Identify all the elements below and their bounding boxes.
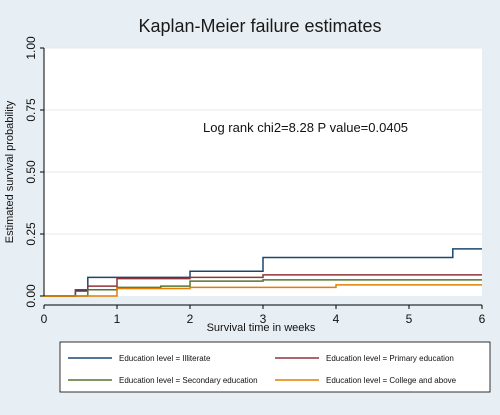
y-tick-label: 1.00	[24, 36, 38, 60]
y-tick-label: 0.50	[24, 160, 38, 184]
legend-entry: Education level = Illiterate	[119, 354, 211, 363]
legend-box	[59, 341, 491, 393]
series-line-2	[44, 279, 482, 297]
x-tick-label: 4	[333, 312, 340, 326]
x-tick-label: 5	[406, 312, 413, 326]
y-axis-label: Estimated survival probability	[4, 100, 16, 243]
series-line-1	[44, 274, 482, 297]
y-gridlines	[44, 47, 482, 235]
x-tick-label: 6	[479, 312, 486, 326]
y-tick-label: 0.00	[24, 284, 38, 308]
x-tick-label: 1	[114, 312, 121, 326]
y-tick-label: 0.75	[24, 98, 38, 122]
legend: Education level = Illiterate Education le…	[68, 354, 457, 385]
x-axis-label: Survival time in weeks	[207, 322, 316, 334]
legend-entry: Education level = Secondary education	[119, 376, 258, 385]
log-rank-annotation: Log rank chi2=8.28 P value=0.0405	[203, 120, 408, 135]
series-lines	[44, 248, 482, 297]
series-line-3	[44, 284, 482, 297]
legend-entry: Education level = Primary education	[326, 354, 454, 363]
x-axis-ticks: 0 1 2 3 4 5 6	[41, 305, 486, 326]
x-tick-label: 0	[41, 312, 48, 326]
legend-entry: Education level = College and above	[326, 376, 457, 385]
y-axis-ticks: 0.00 0.25 0.50 0.75 1.00	[24, 36, 44, 308]
y-tick-label: 0.25	[24, 222, 38, 246]
x-tick-label: 3	[260, 312, 267, 326]
x-tick-label: 2	[187, 312, 194, 326]
chart-title: Kaplan-Meier failure estimates	[138, 16, 381, 36]
